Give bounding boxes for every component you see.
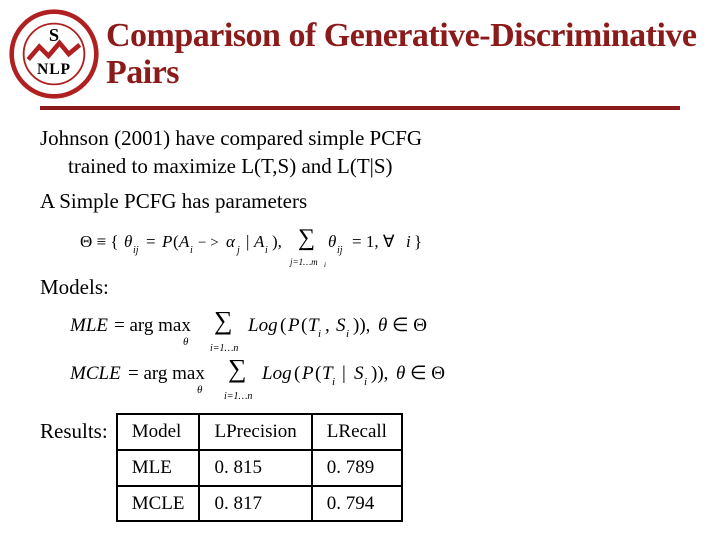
svg-text:S: S xyxy=(354,363,364,384)
title-rule xyxy=(40,106,680,110)
cell: MLE xyxy=(117,450,200,486)
svg-text:S: S xyxy=(336,315,346,336)
logo-nlp: NLP xyxy=(37,61,71,78)
svg-text:j: j xyxy=(235,245,240,256)
svg-text:= arg max: = arg max xyxy=(128,363,205,384)
svg-text:Θ ≡ {: Θ ≡ { xyxy=(80,232,119,251)
svg-text:ij: ij xyxy=(337,245,343,256)
cell: 0. 794 xyxy=(312,486,402,522)
svg-text:A: A xyxy=(178,232,190,251)
svg-text:θ: θ xyxy=(378,315,387,336)
svg-text:i: i xyxy=(265,245,268,256)
svg-text:),: ), xyxy=(272,232,282,251)
svg-text:α: α xyxy=(226,232,236,251)
svg-text:)),: )), xyxy=(371,363,388,384)
col-model: Model xyxy=(117,414,200,450)
cell: MCLE xyxy=(117,486,200,522)
formula-theta: Θ ≡ { θ ij = P ( A i − > α j | A i ), ∑ … xyxy=(40,225,680,267)
svg-text:ij: ij xyxy=(133,245,139,256)
svg-text:(: ( xyxy=(280,315,286,336)
col-lprecision: LPrecision xyxy=(199,414,311,450)
svg-text:i=1…n: i=1…n xyxy=(210,343,238,354)
svg-text:θ: θ xyxy=(124,232,132,251)
svg-text:i: i xyxy=(332,376,335,388)
svg-text:i: i xyxy=(190,245,193,256)
svg-text:(: ( xyxy=(294,363,300,384)
svg-text:i: i xyxy=(346,328,349,340)
svg-text:P: P xyxy=(161,232,172,251)
body-content: Johnson (2001) have compared simple PCFG… xyxy=(0,124,720,522)
table-row: MLE 0. 815 0. 789 xyxy=(117,450,402,486)
table-row: MCLE 0. 817 0. 794 xyxy=(117,486,402,522)
svg-text:j=1…m: j=1…m xyxy=(289,257,318,267)
para1-line1: Johnson (2001) have compared simple PCFG xyxy=(40,126,422,150)
svg-text:|: | xyxy=(246,232,249,251)
logo-s: S xyxy=(49,25,59,45)
cell: 0. 815 xyxy=(199,450,311,486)
paragraph-1: Johnson (2001) have compared simple PCFG… xyxy=(40,124,680,181)
results-table: Model LPrecision LRecall MLE 0. 815 0. 7… xyxy=(116,413,403,522)
svg-text:i: i xyxy=(318,328,321,340)
table-header-row: Model LPrecision LRecall xyxy=(117,414,402,450)
svg-text:|: | xyxy=(342,363,346,384)
svg-text:= arg max: = arg max xyxy=(114,315,191,336)
paragraph-2: A Simple PCFG has parameters xyxy=(40,187,680,215)
svg-text:MLE: MLE xyxy=(70,315,108,336)
svg-text:MCLE: MCLE xyxy=(70,363,121,384)
svg-text:∑: ∑ xyxy=(214,307,233,335)
svg-text:A: A xyxy=(253,232,265,251)
svg-text:i: i xyxy=(324,261,326,267)
results-row: Results: Model LPrecision LRecall MLE 0.… xyxy=(40,413,680,522)
svg-text:=: = xyxy=(146,232,156,251)
page-title: Comparison of Generative-Discriminative … xyxy=(106,17,708,92)
stanford-nlp-logo: S NLP xyxy=(8,8,100,100)
svg-text:i: i xyxy=(406,232,411,251)
svg-text:,: , xyxy=(325,315,330,336)
svg-text:i=1…n: i=1…n xyxy=(224,391,252,402)
col-lrecall: LRecall xyxy=(312,414,402,450)
svg-text:∑: ∑ xyxy=(228,355,247,383)
svg-text:Log: Log xyxy=(261,363,292,384)
svg-text:P: P xyxy=(287,315,300,336)
svg-text:= 1, ∀: = 1, ∀ xyxy=(352,232,395,251)
svg-text:(: ( xyxy=(301,315,307,336)
svg-text:∈ Θ: ∈ Θ xyxy=(392,315,427,336)
svg-text:− >: − > xyxy=(198,235,219,251)
svg-text:θ: θ xyxy=(197,384,203,396)
header: S NLP Comparison of Generative-Discrimin… xyxy=(0,0,720,100)
formula-models: MLE = arg max θ ∑ i=1…n Log ( P ( T i , … xyxy=(40,307,680,403)
svg-text:P: P xyxy=(301,363,314,384)
svg-text:}: } xyxy=(414,232,422,251)
svg-text:)),: )), xyxy=(353,315,370,336)
svg-text:θ: θ xyxy=(183,336,189,348)
svg-text:∑: ∑ xyxy=(298,225,315,251)
svg-text:θ: θ xyxy=(396,363,405,384)
svg-text:∈ Θ: ∈ Θ xyxy=(410,363,445,384)
svg-text:(: ( xyxy=(315,363,321,384)
svg-text:θ: θ xyxy=(328,232,336,251)
cell: 0. 789 xyxy=(312,450,402,486)
svg-text:Log: Log xyxy=(247,315,278,336)
cell: 0. 817 xyxy=(199,486,311,522)
svg-text:i: i xyxy=(364,376,367,388)
para1-line2: trained to maximize L(T,S) and L(T|S) xyxy=(40,152,680,180)
models-label: Models: xyxy=(40,273,680,301)
results-label: Results: xyxy=(40,413,108,445)
